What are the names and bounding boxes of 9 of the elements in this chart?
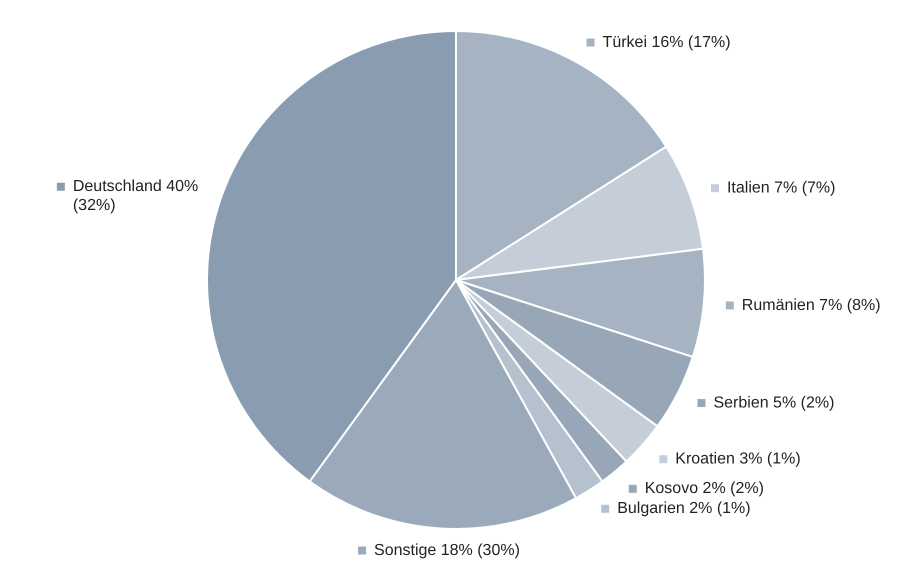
legend-label: Kroatien 3% (1%): [675, 450, 801, 468]
legend-label: Türkei 16% (17%): [602, 34, 731, 51]
legend-label: Serbien 5% (2%): [713, 394, 834, 412]
legend-label: Bulgarien 2% (1%): [617, 500, 751, 518]
legend-label: Kosovo 2% (2%): [644, 480, 764, 498]
legend-label: Deutschland 40% (32%): [72, 178, 198, 214]
legend-label: Rumänien 7% (8%): [742, 296, 881, 314]
legend-label: Italien 7% (7%): [726, 180, 836, 197]
legend-label: Sonstige 18% (30%): [374, 542, 520, 559]
